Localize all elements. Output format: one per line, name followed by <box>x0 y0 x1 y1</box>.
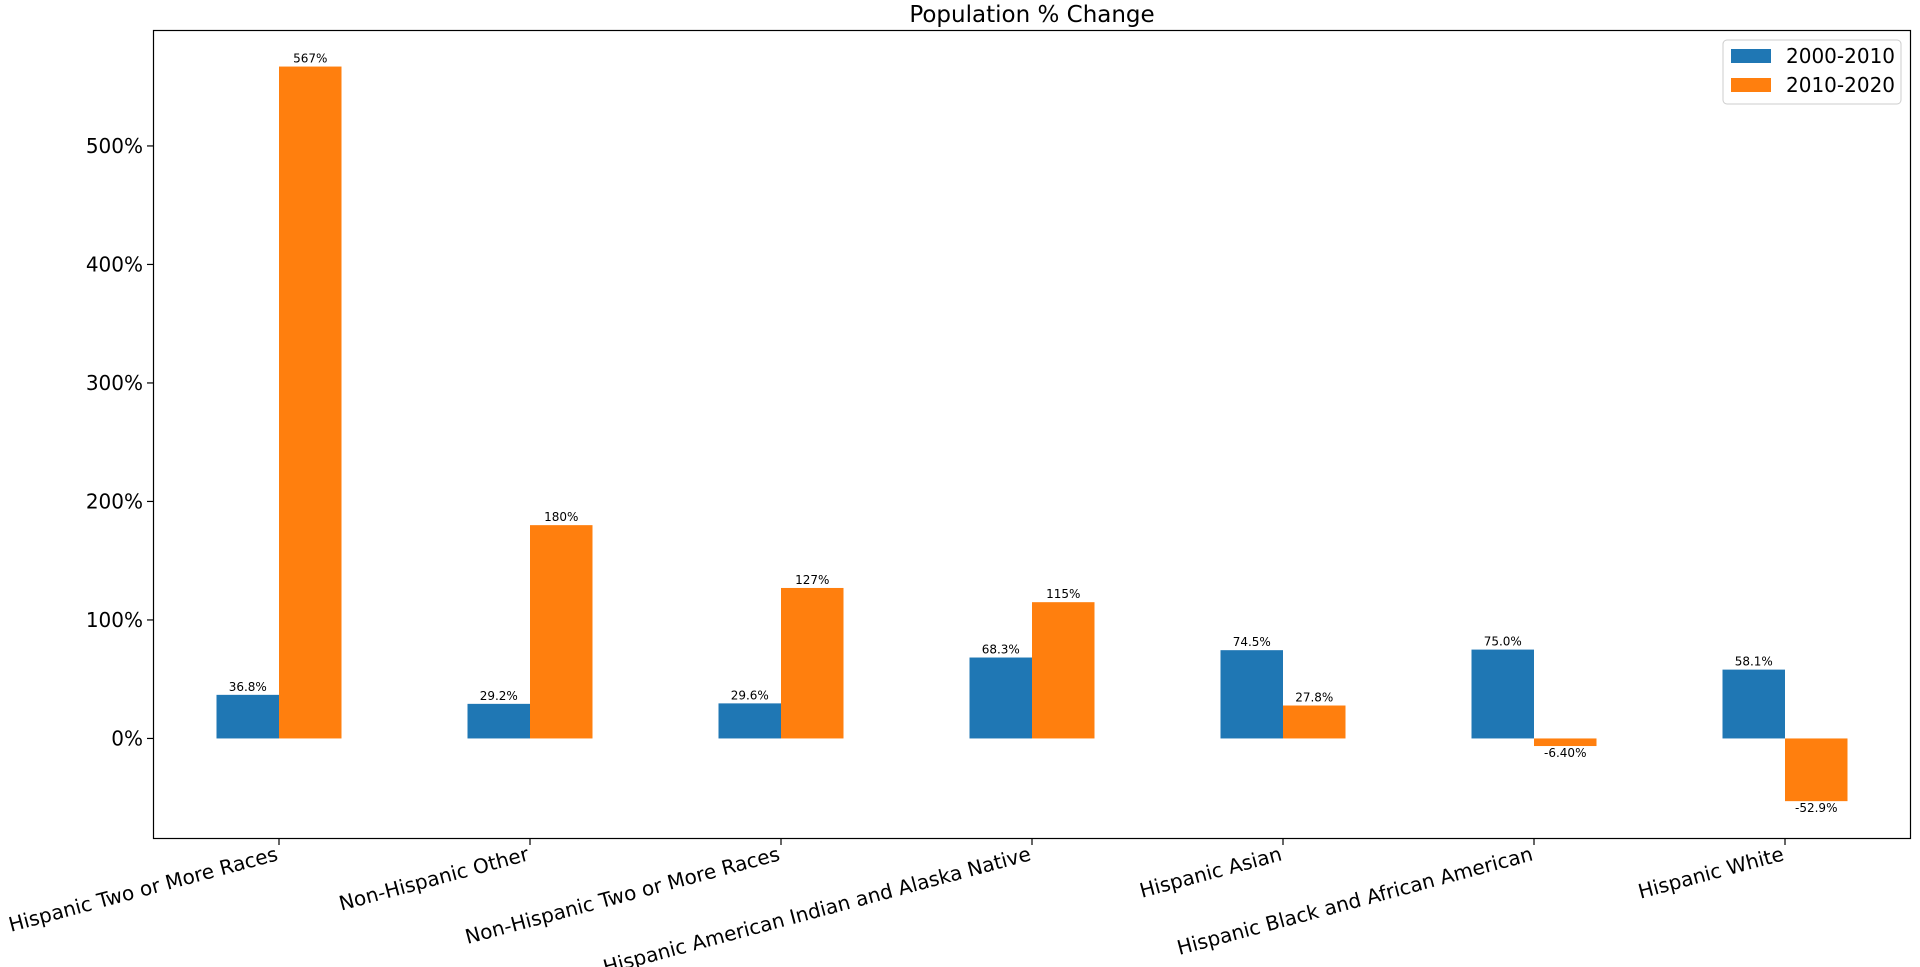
y-tick-label-3: 300% <box>86 371 143 395</box>
data-label-2010-2020-5: -6.40% <box>1544 746 1586 760</box>
x-tick-label-3: Hispanic American Indian and Alaska Nati… <box>600 842 1033 967</box>
legend-swatch-2000-2010 <box>1731 49 1771 63</box>
data-label-2000-2010-5: 75.0% <box>1484 635 1522 649</box>
x-tick-label-6: Hispanic White <box>1635 842 1786 904</box>
x-tick-label-0: Hispanic Two or More Races <box>6 842 280 937</box>
legend-label-2010-2020: 2010-2020 <box>1786 73 1895 97</box>
bar-2010-2020-5 <box>1534 738 1597 747</box>
bar-2010-2020-0 <box>279 66 342 739</box>
x-tick-label-1: Non-Hispanic Other <box>336 841 532 915</box>
legend-label-2000-2010: 2000-2010 <box>1786 44 1895 68</box>
y-tick-label-5: 500% <box>86 134 143 158</box>
data-label-2000-2010-1: 29.2% <box>480 689 518 703</box>
data-label-2010-2020-0: 567% <box>293 52 327 66</box>
y-tick-label-1: 100% <box>86 608 143 632</box>
bar-2000-2010-6 <box>1722 669 1785 739</box>
x-tick-label-4: Hispanic Asian <box>1137 842 1284 903</box>
bar-2000-2010-1 <box>467 703 530 739</box>
data-label-2000-2010-6: 58.1% <box>1735 655 1773 669</box>
bar-2010-2020-3 <box>1032 602 1095 739</box>
legend-swatch-2010-2020 <box>1731 78 1771 92</box>
bar-2010-2020-6 <box>1785 738 1848 802</box>
y-tick-label-4: 400% <box>86 252 143 276</box>
bars-layer: 36.8% 29.2% 29.6% 68.3% 74.5% 75.0% 58.1% 567% 1… <box>216 52 1848 815</box>
data-label-2010-2020-1: 180% <box>544 510 578 524</box>
bar-2010-2020-4 <box>1283 705 1346 739</box>
bar-2000-2010-2 <box>718 703 781 739</box>
legend: 2000-2010 2010-2020 <box>1722 39 1902 105</box>
bar-2000-2010-3 <box>969 657 1032 739</box>
data-label-2000-2010-0: 36.8% <box>229 680 267 694</box>
bar-2010-2020-1 <box>530 525 593 739</box>
data-label-2010-2020-4: 27.8% <box>1295 691 1333 705</box>
data-label-2000-2010-2: 29.6% <box>731 688 769 702</box>
data-label-2010-2020-3: 115% <box>1046 587 1080 601</box>
chart-title: Population % Change <box>909 2 1154 28</box>
data-label-2000-2010-4: 74.5% <box>1233 635 1271 649</box>
bar-2000-2010-5 <box>1471 649 1534 739</box>
data-label-2010-2020-6: -52.9% <box>1795 801 1837 815</box>
axes: 0% 100% 200% 300% 400% 500% Hispanic Two or Mo… <box>6 134 1786 967</box>
y-tick-label-2: 200% <box>86 489 143 513</box>
bar-2000-2010-4 <box>1220 650 1283 739</box>
bar-2010-2020-2 <box>781 587 844 739</box>
data-label-2010-2020-2: 127% <box>795 573 829 587</box>
bar-2000-2010-0 <box>216 694 279 739</box>
data-label-2000-2010-3: 68.3% <box>982 643 1020 657</box>
y-tick-label-0: 0% <box>111 726 143 750</box>
plot-frame <box>152 29 1912 840</box>
